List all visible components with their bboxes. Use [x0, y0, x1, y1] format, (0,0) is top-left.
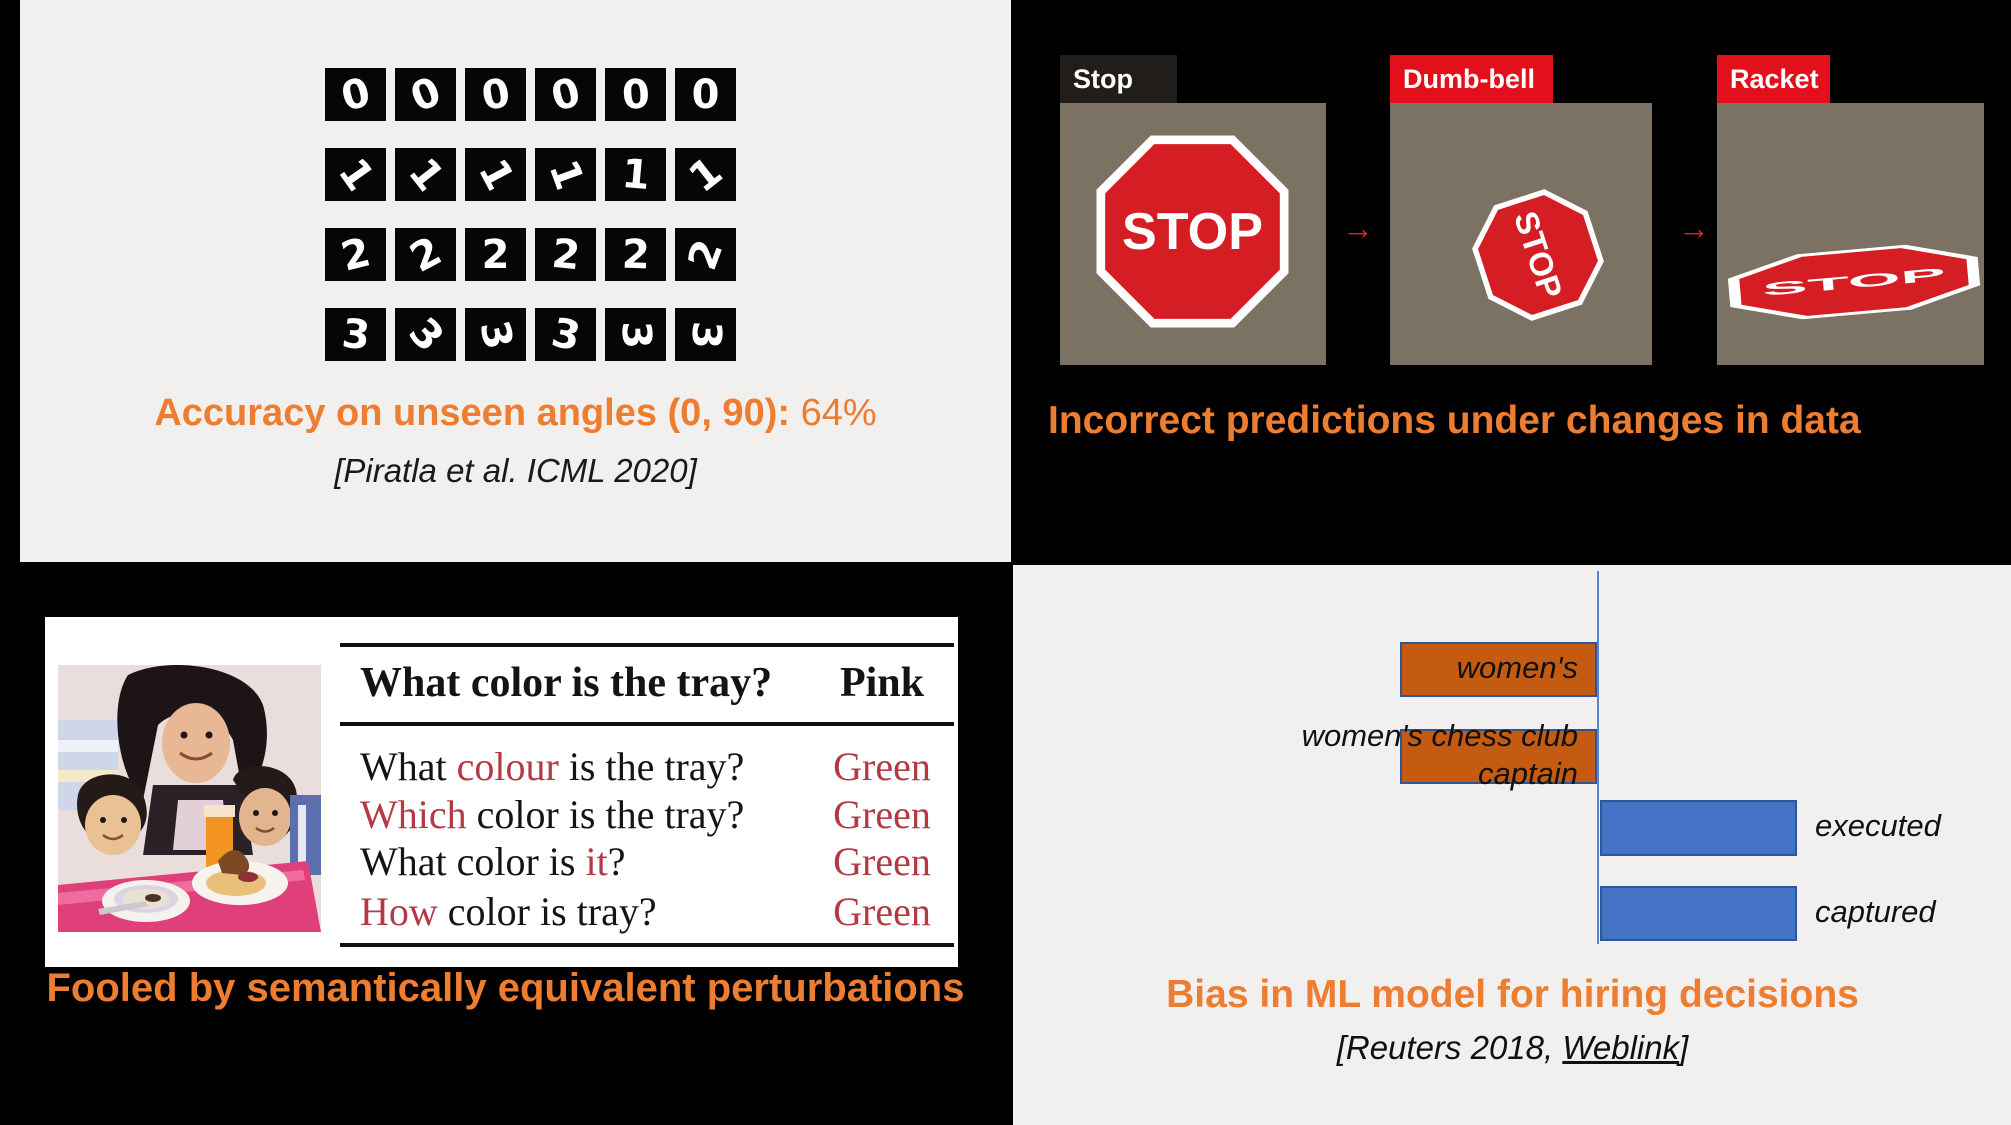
bar-women-s: [1400, 642, 1597, 697]
q-segment-perturbed: it: [585, 839, 608, 884]
bar-executed: [1600, 800, 1797, 856]
vqa-question: What color is it?: [340, 838, 810, 885]
q-segment: What color is: [360, 839, 586, 884]
bar-label: women's: [1456, 649, 1578, 685]
mnist-digit-tile: 1: [395, 148, 456, 201]
vqa-answer: Green: [833, 792, 931, 837]
mnist-digit-tile: 3: [465, 308, 526, 361]
bar-label: women's chess club captain: [1301, 717, 1578, 791]
fooled-perturbations-caption: Fooled by semantically equivalent pertur…: [46, 966, 965, 1010]
incorrect-predictions-caption: Incorrect predictions under changes in d…: [1048, 399, 1861, 442]
q-segment: ?: [607, 839, 626, 884]
stop-sign-text: STOP: [1122, 203, 1263, 261]
mnist-accuracy-caption-bold: Accuracy on unseen angles (0, 90):: [154, 392, 791, 434]
citation-suffix: ]: [1679, 1029, 1689, 1066]
mnist-digit-tile: 1: [535, 148, 596, 201]
hiring-bias-caption: Bias in ML model for hiring decisions: [1166, 973, 1859, 1016]
bar-label: captured: [1815, 893, 1936, 929]
mnist-digit-tile: 0: [465, 68, 526, 121]
q-segment: color is the tray?: [466, 792, 745, 837]
q-segment-perturbed: Which: [360, 792, 467, 837]
bar-label: executed: [1815, 808, 1941, 843]
vqa-question: Which color is the tray?: [340, 791, 810, 838]
arrow-icon: →: [1342, 210, 1374, 246]
q-segment: is the tray?: [558, 744, 745, 789]
bar-women-s-chess-club-captain: [1400, 729, 1597, 784]
chart-axis-line: [1597, 571, 1599, 944]
q-segment-perturbed: How: [360, 889, 438, 934]
vqa-table: What color is the tray? Pink What colour…: [340, 643, 954, 947]
mnist-digit-tile: 1: [465, 148, 526, 201]
stop-sign-octagon-rotated: STOP: [1472, 189, 1604, 321]
mnist-digit-tile: 3: [395, 308, 456, 361]
vqa-row-2: Which color is the tray? Green: [340, 791, 954, 838]
vqa-header-question: What color is the tray?: [360, 660, 773, 706]
mnist-digit-tile: 1: [325, 148, 386, 201]
mnist-digit-tile: 2: [325, 228, 386, 281]
prediction-label-racket: Racket: [1717, 55, 1830, 103]
mnist-digit-tile: 2: [395, 228, 456, 281]
stop-sign-image-upright: STOP: [1060, 103, 1326, 365]
vqa-question: What colour is the tray?: [340, 743, 810, 790]
mnist-digit-tile: 3: [605, 308, 666, 361]
vqa-answer: Green: [833, 744, 931, 789]
bias-chart: women's women's chess club captain executed…: [1013, 565, 2011, 1125]
q-segment: color is tray?: [437, 889, 657, 934]
mnist-digit-tile: 0: [675, 68, 736, 121]
mnist-digit-tile: 0: [325, 68, 386, 121]
weblink-link[interactable]: Weblink: [1562, 1029, 1680, 1066]
mnist-digit-tile: 3: [675, 308, 736, 361]
mnist-accuracy-value: 64%: [800, 392, 877, 434]
stop-sign-image-flattened: STOP: [1717, 103, 1984, 365]
mnist-digit-tile: 3: [325, 308, 386, 361]
vqa-answer: Green: [833, 889, 931, 934]
prediction-label-stop: Stop: [1060, 55, 1177, 103]
reuters-citation: [Reuters 2018, Weblink]: [1013, 1029, 2011, 1067]
table-rule-mid: [340, 722, 954, 726]
mnist-digit-tile: 3: [535, 308, 596, 361]
mnist-digit-tile: 1: [675, 148, 736, 201]
vqa-figure: What color is the tray? Pink What colour…: [45, 617, 958, 967]
mnist-accuracy-caption: Accuracy on unseen angles (0, 90): 64%: [20, 392, 1011, 435]
vqa-answer: Green: [833, 839, 931, 884]
mnist-digit-tile: 0: [395, 68, 456, 121]
stop-sign-octagon: STOP: [1096, 135, 1289, 328]
arrow-icon: →: [1678, 210, 1710, 246]
mnist-digit-tile: 2: [535, 228, 596, 281]
table-rule-top: [340, 643, 954, 647]
vqa-photo-image: [58, 665, 321, 932]
vqa-header-row: What color is the tray? Pink: [340, 659, 954, 707]
mnist-digit-tile: 2: [675, 228, 736, 281]
q-segment: What: [360, 744, 457, 789]
vqa-row-4: How color is tray? Green: [340, 888, 954, 935]
vqa-row-1: What colour is the tray? Green: [340, 743, 954, 790]
mnist-digit-tile: 0: [605, 68, 666, 121]
piratla-citation: [Piratla et al. ICML 2020]: [334, 452, 697, 489]
citation-prefix: [Reuters 2018,: [1336, 1029, 1563, 1066]
mnist-digit-tile: 0: [535, 68, 596, 121]
vqa-header-answer: Pink: [839, 660, 925, 706]
table-rule-bottom: [340, 943, 954, 947]
mnist-digit-tile: 2: [465, 228, 526, 281]
mnist-digit-tile: 2: [605, 228, 666, 281]
stop-sign-image-rotated: STOP: [1390, 103, 1652, 365]
mnist-digit-tile: 1: [605, 148, 666, 201]
panel-hiring-bias: women's women's chess club captain executed…: [1013, 565, 2011, 1125]
q-segment-perturbed: colour: [456, 744, 559, 789]
prediction-label-dumbbell: Dumb-bell: [1390, 55, 1553, 103]
stop-sign-octagon-flattened: STOP: [1727, 244, 1981, 320]
vqa-row-3: What color is it? Green: [340, 838, 954, 885]
bar-captured: [1600, 886, 1797, 941]
vqa-question: How color is tray?: [340, 888, 810, 935]
